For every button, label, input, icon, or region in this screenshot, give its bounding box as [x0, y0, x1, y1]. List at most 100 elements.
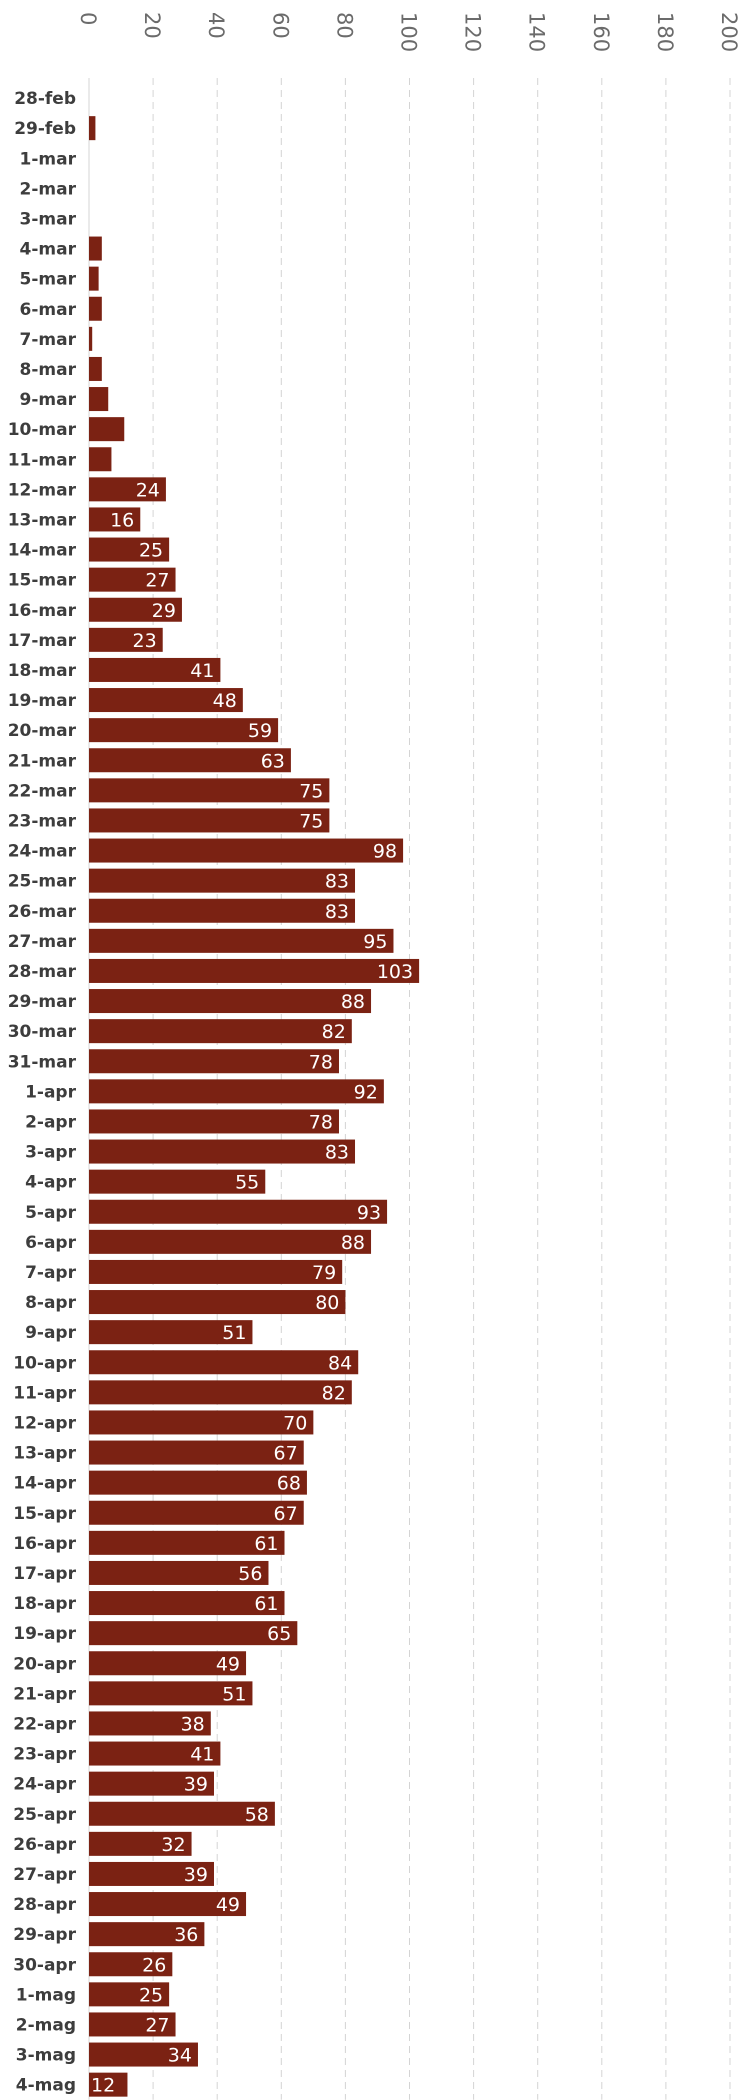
category-label-16-apr: 16-apr: [13, 1534, 76, 1554]
tick-label-140: 140: [525, 12, 549, 52]
bar-25-apr: [89, 1801, 275, 1826]
bar-9-apr: [89, 1320, 253, 1345]
bar-13-apr: [89, 1440, 304, 1465]
bar-12-apr: [89, 1410, 314, 1435]
bar-8-apr: [89, 1290, 346, 1315]
data-label-7-apr: 79: [312, 1262, 336, 1284]
bar-23-apr: [89, 1741, 221, 1766]
data-label-3-apr: 83: [325, 1142, 349, 1164]
bar-26-apr: [89, 1831, 192, 1856]
data-label-24-apr: 39: [184, 1774, 208, 1796]
category-label-8-mar: 8-mar: [20, 360, 77, 380]
data-label-5-apr: 93: [357, 1202, 381, 1224]
bar-16-mar: [89, 597, 182, 622]
data-label-16-apr: 61: [254, 1533, 278, 1555]
data-label-26-apr: 32: [161, 1834, 185, 1856]
category-label-24-apr: 24-apr: [13, 1775, 76, 1795]
data-label-26-mar: 83: [325, 901, 349, 923]
bar-3-apr: [89, 1139, 356, 1164]
category-label-1-mag: 1-mag: [16, 1985, 76, 2005]
category-label-4-apr: 4-apr: [25, 1173, 77, 1193]
bar-7-mar: [89, 326, 93, 351]
category-label-20-apr: 20-apr: [13, 1654, 76, 1674]
data-label-10-apr: 84: [328, 1352, 352, 1374]
data-label-1-apr: 92: [354, 1081, 378, 1103]
bar-12-mar: [89, 477, 166, 502]
data-label-27-apr: 39: [184, 1864, 208, 1886]
data-label-18-mar: 41: [190, 660, 214, 682]
category-label-7-mar: 7-mar: [20, 330, 77, 350]
data-label-27-mar: 95: [363, 931, 387, 953]
data-label-16-mar: 29: [152, 600, 176, 622]
category-label-28-feb: 28-feb: [14, 89, 76, 109]
category-label-2-mar: 2-mar: [20, 179, 77, 199]
category-label-29-feb: 29-feb: [14, 119, 76, 139]
data-label-25-mar: 83: [325, 871, 349, 893]
category-label-25-apr: 25-apr: [13, 1805, 76, 1825]
category-label-27-apr: 27-apr: [13, 1865, 76, 1885]
category-label-2-mag: 2-mag: [16, 2015, 76, 2035]
category-label-23-mar: 23-mar: [8, 811, 77, 831]
bar-14-mar: [89, 537, 170, 562]
data-label-2-apr: 78: [309, 1111, 333, 1133]
bar-2-mag: [89, 2012, 176, 2037]
data-label-8-apr: 80: [315, 1292, 339, 1314]
tick-label-200: 200: [717, 12, 741, 52]
data-label-14-apr: 68: [277, 1473, 301, 1495]
data-label-13-apr: 67: [274, 1443, 298, 1465]
category-label-6-apr: 6-apr: [25, 1233, 77, 1253]
category-label-28-apr: 28-apr: [13, 1895, 76, 1915]
bar-1-mag: [89, 1982, 170, 2007]
bar-27-apr: [89, 1861, 214, 1886]
data-label-19-apr: 65: [267, 1623, 291, 1645]
data-label-30-mar: 82: [322, 1021, 346, 1043]
bar-27-mar: [89, 928, 394, 953]
data-label-12-mar: 24: [136, 479, 160, 501]
category-label-27-mar: 27-mar: [8, 932, 77, 952]
data-label-22-apr: 38: [181, 1713, 205, 1735]
tick-label-160: 160: [589, 12, 613, 52]
bar-25-mar: [89, 868, 356, 893]
bar-19-mar: [89, 688, 243, 713]
category-label-14-apr: 14-apr: [13, 1474, 76, 1494]
bar-18-mar: [89, 657, 221, 682]
bar-30-apr: [89, 1952, 173, 1977]
data-label-29-apr: 36: [174, 1924, 198, 1946]
category-label-29-apr: 29-apr: [13, 1925, 76, 1945]
bar-31-mar: [89, 1049, 339, 1074]
category-label-12-apr: 12-apr: [13, 1413, 76, 1433]
bar-5-mar: [89, 266, 99, 291]
category-label-22-mar: 22-mar: [8, 781, 77, 801]
data-label-20-mar: 59: [248, 720, 272, 742]
bar-15-mar: [89, 567, 176, 592]
data-label-1-mag: 25: [139, 1984, 163, 2006]
category-label-5-mar: 5-mar: [20, 270, 77, 290]
category-label-15-mar: 15-mar: [8, 571, 77, 591]
category-label-21-apr: 21-apr: [13, 1684, 76, 1704]
category-label-30-apr: 30-apr: [13, 1955, 76, 1975]
bar-22-apr: [89, 1711, 211, 1736]
bar-4-apr: [89, 1169, 266, 1194]
category-label-26-apr: 26-apr: [13, 1835, 76, 1855]
tick-label-20: 20: [140, 12, 164, 39]
category-label-19-mar: 19-mar: [8, 691, 77, 711]
category-label-4-mar: 4-mar: [20, 240, 77, 260]
bar-6-mar: [89, 296, 102, 321]
category-label-11-mar: 11-mar: [8, 450, 77, 470]
data-label-21-apr: 51: [222, 1683, 246, 1705]
bar-10-apr: [89, 1350, 359, 1375]
data-label-30-apr: 26: [142, 1954, 166, 1976]
data-label-12-apr: 70: [283, 1412, 307, 1434]
category-label-7-apr: 7-apr: [25, 1263, 77, 1283]
data-label-24-mar: 98: [373, 841, 397, 863]
category-label-17-apr: 17-apr: [13, 1564, 76, 1584]
category-label-2-apr: 2-apr: [25, 1112, 77, 1132]
bar-20-apr: [89, 1651, 247, 1676]
bar-4-mag: [89, 2072, 128, 2097]
category-label-9-mar: 9-mar: [20, 390, 77, 410]
bar-29-feb: [89, 116, 96, 141]
bar-24-mar: [89, 838, 404, 863]
data-label-17-apr: 56: [238, 1563, 262, 1585]
data-labels: 2416252729234148596375759883839510388827…: [91, 479, 413, 2096]
category-label-10-apr: 10-apr: [13, 1353, 76, 1373]
